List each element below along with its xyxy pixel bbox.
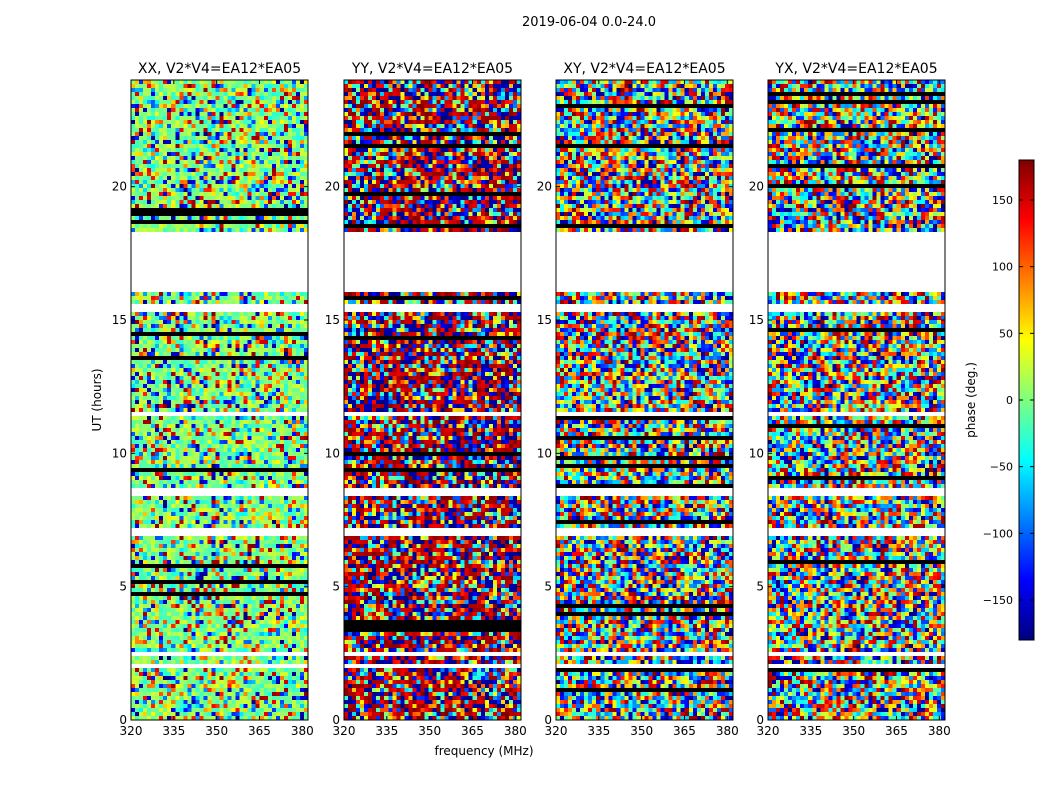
y-tick-label: 20 (749, 180, 764, 194)
y-tick-label: 15 (325, 313, 340, 327)
colorbar: −150 −100 −50 0 50 100 150 phase (deg.) (964, 159, 1035, 641)
heatmap-yx (768, 80, 945, 720)
colorbar-tick-label: 100 (992, 261, 1013, 274)
colorbar-tick-label: 150 (992, 194, 1013, 207)
x-tick-label: 335 (162, 724, 185, 738)
y-tick-label: 5 (756, 580, 764, 594)
panel-yy: YY, V2*V4=EA12*EA05 320 335 350 365 380 0 5 10 15… (325, 61, 527, 738)
heatmap-xx (131, 80, 308, 720)
x-tick-label: 365 (248, 724, 271, 738)
x-tick-label: 380 (928, 724, 951, 738)
colorbar-tick-label: −100 (983, 527, 1013, 540)
x-tick-label: 380 (504, 724, 527, 738)
y-tick-label: 0 (756, 713, 764, 727)
panel-title-yx: YX, V2*V4=EA12*EA05 (774, 61, 937, 77)
x-tick-label: 335 (799, 724, 822, 738)
y-tick-label: 20 (112, 180, 127, 194)
y-axis-label: UT (hours) (90, 368, 104, 431)
colorbar-tick-label: 50 (999, 327, 1013, 340)
panel-frame (130, 79, 309, 721)
y-tick-label: 15 (537, 313, 552, 327)
y-tick-label: 5 (544, 580, 552, 594)
panel-xx: XX, V2*V4=EA12*EA05 320 335 350 365 380 0 5 10 15… (112, 61, 314, 738)
panel-xy: XY, V2*V4=EA12*EA05 320 335 350 365 380 0 5 10 15… (537, 61, 739, 738)
panel-title-xx: XX, V2*V4=EA12*EA05 (138, 61, 301, 77)
y-tick-label: 10 (749, 446, 764, 460)
x-tick-label: 335 (375, 724, 398, 738)
heatmap-xy (556, 80, 733, 720)
y-tick-label: 10 (112, 446, 127, 460)
x-tick-label: 380 (716, 724, 739, 738)
colorbar-tick-label: 0 (1006, 394, 1013, 407)
panel-yx: YX, V2*V4=EA12*EA05 320 335 350 365 380 0 5 10 15… (749, 61, 951, 738)
x-tick-label: 350 (630, 724, 653, 738)
x-axis-label: frequency (MHz) (434, 744, 533, 758)
panel-frame (767, 79, 946, 721)
y-tick-label: 20 (537, 180, 552, 194)
x-tick-label: 320 (545, 724, 568, 738)
y-tick-label: 0 (332, 713, 340, 727)
y-tick-label: 15 (749, 313, 764, 327)
x-tick-label: 350 (205, 724, 228, 738)
x-tick-label: 365 (673, 724, 696, 738)
y-tick-label: 5 (332, 580, 340, 594)
x-tick-label: 365 (461, 724, 484, 738)
colorbar-tick-label: −50 (990, 461, 1013, 474)
panel-frame (555, 79, 734, 721)
x-tick-label: 350 (418, 724, 441, 738)
x-tick-label: 350 (842, 724, 865, 738)
x-tick-label: 320 (333, 724, 356, 738)
x-tick-label: 380 (291, 724, 314, 738)
x-tick-label: 320 (120, 724, 143, 738)
y-tick-label: 0 (544, 713, 552, 727)
y-tick-label: 0 (119, 713, 127, 727)
y-tick-label: 10 (537, 446, 552, 460)
figure-suptitle: 2019-06-04 0.0-24.0 (522, 15, 656, 30)
panel-title-yy: YY, V2*V4=EA12*EA05 (351, 61, 513, 77)
x-tick-label: 365 (885, 724, 908, 738)
y-tick-label: 5 (119, 580, 127, 594)
colorbar-label: phase (deg.) (964, 362, 978, 438)
x-tick-label: 320 (757, 724, 780, 738)
panel-title-xy: XY, V2*V4=EA12*EA05 (563, 61, 725, 77)
y-tick-label: 20 (325, 180, 340, 194)
colorbar-tick-label: −150 (983, 594, 1013, 607)
heatmap-yy (344, 80, 521, 720)
panel-frame (343, 79, 522, 721)
x-tick-label: 335 (587, 724, 610, 738)
y-tick-label: 15 (112, 313, 127, 327)
y-tick-label: 10 (325, 446, 340, 460)
